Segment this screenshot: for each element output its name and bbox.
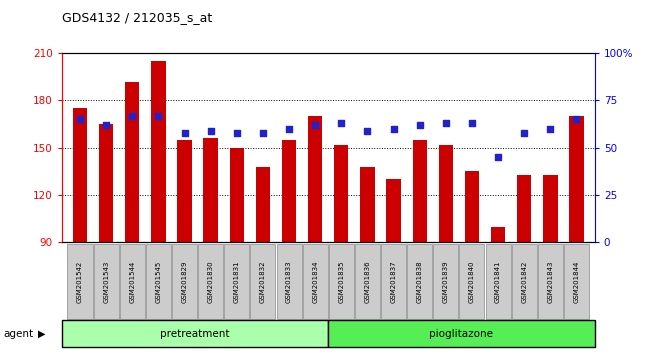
Bar xyxy=(517,175,532,242)
Bar xyxy=(250,244,276,319)
Bar xyxy=(512,244,537,319)
Bar xyxy=(276,244,302,319)
Text: ▶: ▶ xyxy=(38,329,46,339)
Text: GSM201835: GSM201835 xyxy=(338,260,344,303)
Point xyxy=(310,122,320,128)
Text: GSM201830: GSM201830 xyxy=(208,260,214,303)
Bar xyxy=(303,244,328,319)
Bar xyxy=(146,244,171,319)
Bar xyxy=(172,244,197,319)
Bar xyxy=(564,244,589,319)
Point xyxy=(441,120,451,126)
Point xyxy=(362,128,372,133)
Bar xyxy=(413,140,427,242)
Bar xyxy=(282,140,296,242)
Text: GSM201833: GSM201833 xyxy=(286,260,292,303)
Point xyxy=(205,128,216,133)
Point xyxy=(545,126,556,132)
Point xyxy=(388,126,398,132)
Text: GSM201843: GSM201843 xyxy=(547,260,553,303)
Point xyxy=(179,130,190,136)
Text: GSM201831: GSM201831 xyxy=(234,260,240,303)
Point xyxy=(127,113,138,119)
Text: GSM201842: GSM201842 xyxy=(521,260,527,303)
Point xyxy=(493,154,503,160)
Bar xyxy=(255,167,270,242)
Bar xyxy=(203,138,218,242)
Bar xyxy=(198,244,223,319)
Bar xyxy=(94,244,119,319)
Point xyxy=(415,122,425,128)
Text: GSM201545: GSM201545 xyxy=(155,260,161,303)
Point xyxy=(336,120,346,126)
Text: GSM201837: GSM201837 xyxy=(391,260,396,303)
Bar xyxy=(543,175,558,242)
Text: GSM201832: GSM201832 xyxy=(260,260,266,303)
Point xyxy=(258,130,268,136)
Bar xyxy=(569,116,584,242)
Bar xyxy=(120,244,145,319)
Text: pretreatment: pretreatment xyxy=(161,329,229,339)
Text: GSM201838: GSM201838 xyxy=(417,260,423,303)
Bar xyxy=(224,244,250,319)
Bar xyxy=(328,320,595,347)
Text: GSM201834: GSM201834 xyxy=(312,260,318,303)
Text: GSM201836: GSM201836 xyxy=(365,260,370,303)
Bar xyxy=(460,244,484,319)
Text: GSM201544: GSM201544 xyxy=(129,260,135,303)
Bar xyxy=(434,244,458,319)
Bar xyxy=(99,124,113,242)
Bar xyxy=(308,116,322,242)
Bar xyxy=(151,61,166,242)
Bar xyxy=(360,167,374,242)
Bar xyxy=(407,244,432,319)
Text: GSM201844: GSM201844 xyxy=(573,260,579,303)
Bar xyxy=(334,145,348,242)
Bar xyxy=(465,171,479,242)
Text: GSM201542: GSM201542 xyxy=(77,260,83,303)
Text: GSM201829: GSM201829 xyxy=(181,260,188,303)
Bar xyxy=(439,145,453,242)
Bar xyxy=(355,244,380,319)
Text: GSM201839: GSM201839 xyxy=(443,260,448,303)
Text: pioglitazone: pioglitazone xyxy=(430,329,493,339)
Point xyxy=(231,130,242,136)
Point xyxy=(75,116,85,122)
Bar xyxy=(329,244,354,319)
Bar xyxy=(177,140,192,242)
Text: GSM201841: GSM201841 xyxy=(495,260,501,303)
Point xyxy=(284,126,294,132)
Bar xyxy=(125,81,140,242)
Bar xyxy=(229,148,244,242)
Point xyxy=(571,116,582,122)
Bar xyxy=(486,244,511,319)
Text: agent: agent xyxy=(3,329,33,339)
Bar xyxy=(381,244,406,319)
Bar xyxy=(386,179,401,242)
Text: GSM201840: GSM201840 xyxy=(469,260,475,303)
Bar xyxy=(62,320,328,347)
Bar xyxy=(538,244,563,319)
Point xyxy=(467,120,477,126)
Point xyxy=(153,113,164,119)
Point xyxy=(101,122,111,128)
Text: GDS4132 / 212035_s_at: GDS4132 / 212035_s_at xyxy=(62,11,212,24)
Bar xyxy=(491,227,505,242)
Bar xyxy=(73,108,87,242)
Text: GSM201543: GSM201543 xyxy=(103,260,109,303)
Bar xyxy=(68,244,92,319)
Point xyxy=(519,130,529,136)
